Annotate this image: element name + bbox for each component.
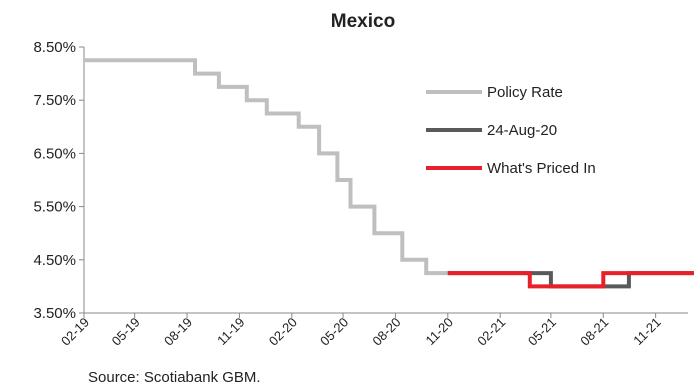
x-tick-label: 08-19: [161, 315, 195, 349]
y-tick-label: 7.50%: [33, 92, 76, 109]
y-tick-label: 4.50%: [33, 252, 76, 269]
x-tick-label: 02-21: [474, 315, 508, 349]
legend-label: 24-Aug-20: [487, 122, 557, 139]
x-tick-label: 11-21: [630, 315, 663, 348]
x-tick-label: 08-20: [369, 315, 403, 349]
x-tick-label: 05-21: [525, 315, 559, 349]
x-tick-label: 05-19: [109, 315, 143, 349]
series-line: [84, 58, 448, 276]
y-axis: 8.50% 7.50% 6.50% 5.50% 4.50% 3.50%: [33, 39, 85, 322]
x-axis: 02-19 05-19 08-19 11-19 02-20 05-20 08-20 11-20…: [58, 312, 688, 349]
chart-title: Mexico: [331, 11, 395, 32]
y-tick-label: 8.50%: [33, 39, 76, 56]
legend-label: What's Priced In: [487, 160, 596, 177]
y-tick-label: 5.50%: [33, 199, 76, 216]
series-layer: [84, 58, 694, 289]
source-note: Source: Scotiabank GBM.: [88, 369, 261, 386]
x-tick-label: 02-20: [266, 315, 300, 349]
series-line: [447, 271, 694, 289]
y-tick-label: 3.50%: [33, 305, 76, 322]
x-tick-label: 08-21: [577, 315, 611, 349]
x-tick-label: 05-20: [317, 315, 351, 349]
legend: Policy Rate 24-Aug-20 What's Priced In: [426, 84, 596, 177]
x-tick-label: 11-20: [423, 315, 456, 348]
y-tick-label: 6.50%: [33, 145, 76, 162]
legend-label: Policy Rate: [487, 84, 563, 101]
x-tick-label: 11-19: [214, 315, 247, 348]
